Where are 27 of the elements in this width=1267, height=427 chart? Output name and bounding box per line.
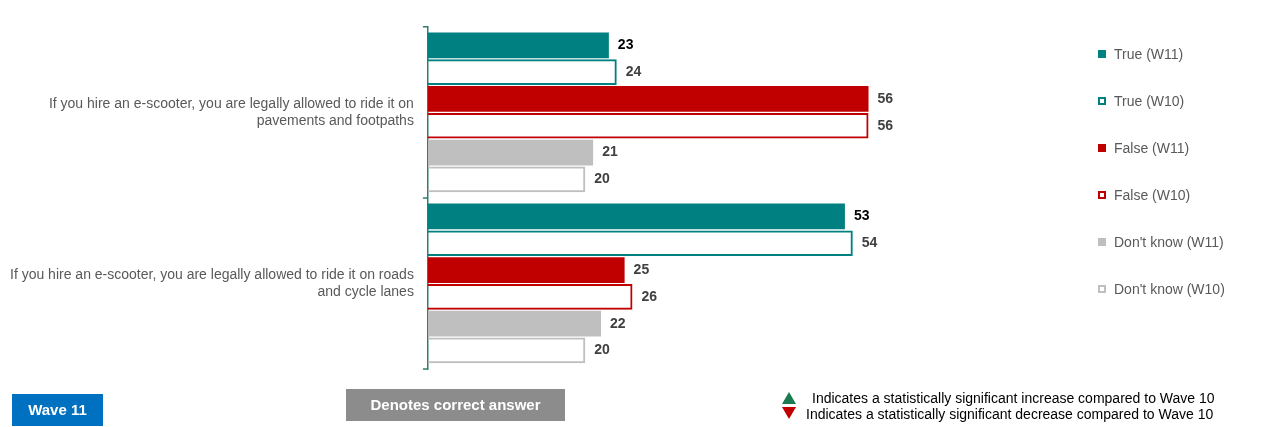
bar (427, 139, 594, 166)
y-tick-label: If you hire an e-scooter, you are legally allowed to ride it on roads and cycle lanes (9, 265, 414, 299)
legend-label: Don't know (W11) (1114, 233, 1224, 250)
data-label: 20 (594, 341, 611, 358)
legend-label: False (W11) (1114, 139, 1190, 156)
legend-label: False (W10) (1114, 186, 1191, 203)
bar (427, 32, 609, 59)
text: Indicates a statistically significant increase compared to Wave 10 (812, 390, 1215, 406)
legend-label: Don't know (W10) (1114, 280, 1225, 297)
text: Denotes correct answer (346, 389, 565, 421)
data-label: 53 (853, 207, 870, 224)
data-label: 23 (617, 36, 634, 53)
data-label: 56 (877, 89, 894, 106)
bar (427, 203, 845, 230)
data-label: 56 (877, 116, 894, 133)
data-label: 26 (641, 287, 658, 304)
data-label: 24 (625, 63, 642, 79)
legend-label: True (W11) (1114, 45, 1184, 62)
data-label: 25 (633, 260, 650, 277)
text: Indicates a statistically significant decrease compared to Wave 10 (806, 406, 1214, 422)
legend-label: True (W10) (1114, 92, 1185, 109)
text: Wave 11 (12, 394, 103, 426)
data-label: 22 (610, 314, 626, 331)
y-tick-label: If you hire an e-scooter, you are legally allowed to ride it on pavements and footpaths (48, 94, 414, 128)
data-label: 21 (602, 143, 618, 160)
data-label: 54 (861, 234, 878, 251)
data-label: 20 (594, 170, 611, 187)
